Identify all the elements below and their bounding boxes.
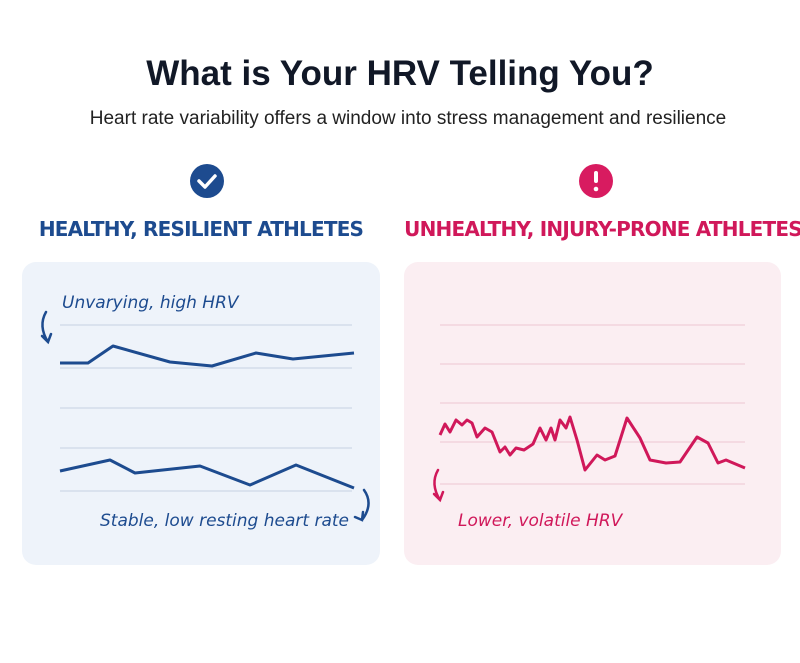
annotation: Unvarying, high HRV: [62, 293, 240, 313]
check-icon: [190, 164, 224, 198]
hrv-line: [60, 344, 355, 368]
panel-heading: HEALTHY, RESILIENT ATHLETES: [39, 217, 363, 241]
hrv-line: [438, 415, 746, 472]
check-mark: [197, 174, 217, 189]
heart-rate-line: [59, 458, 355, 490]
arrow: [432, 468, 445, 503]
alert-dot: [593, 186, 599, 192]
title: What is Your HRV Telling You?: [146, 54, 654, 93]
panel: [404, 262, 781, 565]
arrow: [40, 310, 53, 345]
panel-heading: UNHEALTHY, INJURY-PRONE ATHLETES: [404, 217, 800, 241]
arrow: [353, 488, 370, 522]
grid-lines: [60, 324, 352, 492]
annotation: Stable, low resting heart rate: [100, 511, 349, 531]
panel: [22, 262, 380, 565]
grid-lines: [440, 324, 745, 485]
alert-mark: [594, 171, 598, 183]
annotation: Lower, volatile HRV: [458, 511, 624, 531]
subtitle: Heart rate variability offers a window i…: [90, 108, 726, 129]
